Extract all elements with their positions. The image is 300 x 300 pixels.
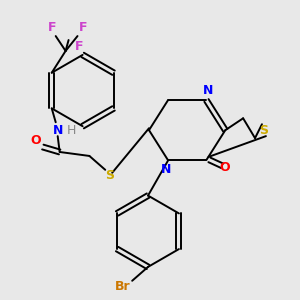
Text: Br: Br [114,280,130,293]
Text: N: N [161,163,171,176]
Text: F: F [79,21,88,34]
Text: O: O [31,134,41,147]
Text: F: F [75,40,84,53]
Text: S: S [260,124,268,137]
Text: S: S [105,169,114,182]
Text: H: H [67,124,76,137]
Text: F: F [47,21,56,34]
Text: O: O [219,161,230,174]
Text: N: N [52,124,63,137]
Text: N: N [203,84,214,97]
